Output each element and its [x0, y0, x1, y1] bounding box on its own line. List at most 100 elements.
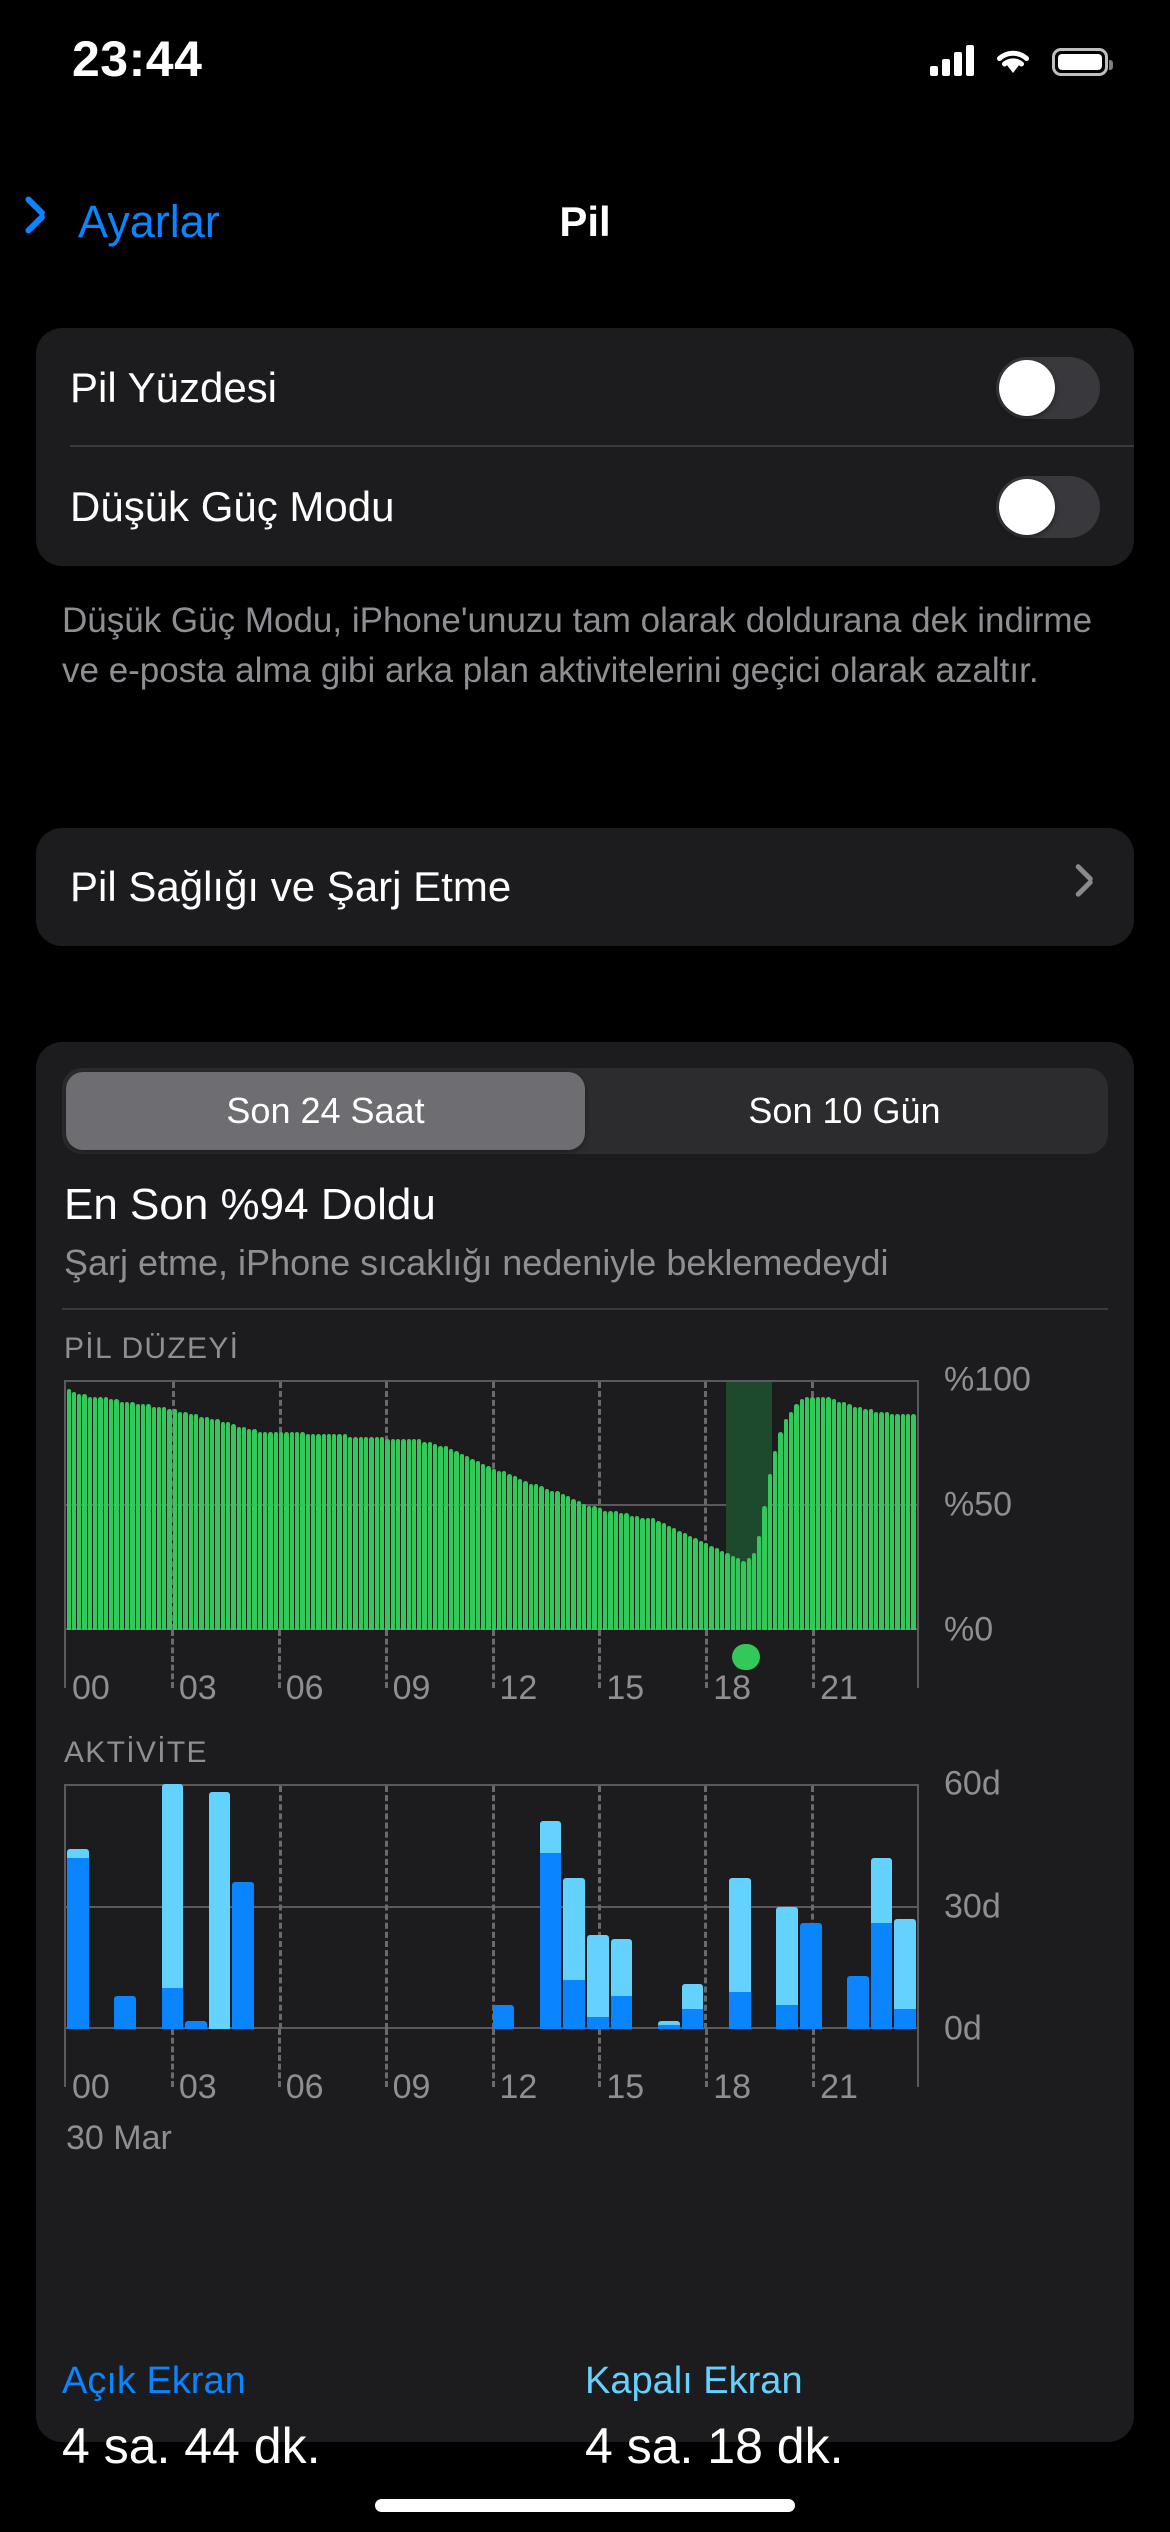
battery-level-bar [305, 1434, 310, 1630]
battery-level-bar [603, 1510, 608, 1630]
x-axis-tick-label: 00 [72, 1669, 110, 1707]
battery-percentage-toggle[interactable] [996, 356, 1100, 419]
battery-level-bar [438, 1446, 443, 1630]
battery-level-bar [422, 1441, 427, 1630]
axis-edge [917, 1630, 919, 1688]
battery-level-bar [688, 1535, 693, 1630]
time-range-segmented-control[interactable]: Son 24 Saat Son 10 Gün [62, 1068, 1108, 1154]
battery-icon [1052, 48, 1113, 76]
battery-level-bar [310, 1434, 316, 1630]
battery-level-bar [236, 1426, 241, 1630]
battery-level-bar [321, 1434, 326, 1630]
battery-level-bar [624, 1513, 629, 1630]
activity-bar-screen-on [610, 1996, 633, 2029]
activity-bar [114, 1996, 136, 2029]
activity-bar-screen-off [563, 1877, 586, 1980]
axis-edge [64, 1630, 66, 1688]
battery-level-bar [884, 1411, 889, 1630]
battery-level-bar [666, 1525, 672, 1630]
activity-bar-screen-on [658, 2024, 680, 2029]
navigation-bar: Ayarlar Pil [0, 176, 1170, 268]
battery-level-bar [714, 1548, 719, 1630]
battery-level-bar [725, 1553, 730, 1630]
gridline-vertical [385, 1786, 389, 2029]
battery-level-bar [672, 1528, 677, 1630]
segment-last-24-hours[interactable]: Son 24 Saat [66, 1072, 585, 1150]
battery-level-bar [427, 1441, 433, 1630]
activity-bar-screen-off [610, 1939, 633, 1997]
battery-level-bar [475, 1461, 480, 1630]
battery-level-bar [895, 1414, 900, 1630]
activity-bar-screen-on [870, 1922, 893, 2029]
x-axis-tick [598, 2029, 602, 2087]
battery-level-bar [199, 1416, 204, 1630]
battery-level-bar [778, 1431, 783, 1630]
battery-level-bar [119, 1401, 124, 1630]
home-indicator[interactable] [375, 2499, 795, 2512]
activity-bar-screen-on [799, 1922, 822, 2029]
activity-bar [894, 1918, 917, 2029]
battery-level-bar [82, 1394, 87, 1630]
activity-bar [232, 1882, 255, 2029]
status-bar: 23:44 [0, 0, 1170, 100]
gridline-vertical [704, 1382, 708, 1630]
battery-level-bar [284, 1431, 289, 1630]
battery-level-bar [289, 1431, 294, 1630]
y-axis-tick-label: %0 [944, 1610, 994, 1649]
battery-level-bar [581, 1503, 587, 1630]
battery-level-bar [704, 1543, 709, 1630]
low-power-mode-toggle[interactable] [996, 475, 1100, 538]
activity-bar [681, 1984, 704, 2029]
battery-level-bar [661, 1523, 666, 1630]
battery-level-bar [135, 1404, 140, 1630]
gridline-vertical [704, 1786, 708, 2029]
y-axis-tick-label: 30d [944, 1887, 1001, 1925]
row-battery-health[interactable]: Pil Sağlığı ve Şarj Etme [36, 828, 1134, 946]
axis-edge [917, 2029, 919, 2087]
x-axis-tick-label: 09 [392, 2068, 431, 2106]
battery-level-bar [677, 1530, 682, 1630]
battery-level-bar [162, 1406, 167, 1630]
battery-level-bar [502, 1471, 507, 1630]
battery-level-plot-area[interactable] [64, 1380, 919, 1630]
battery-level-bar [385, 1439, 390, 1630]
x-axis-tick [705, 1630, 709, 1688]
activity-bar-screen-on [492, 2004, 515, 2029]
battery-level-bar [353, 1436, 358, 1630]
activity-plot-area[interactable] [64, 1784, 919, 2029]
battery-level-bar [629, 1515, 634, 1630]
battery-level-bar [640, 1518, 645, 1630]
gridline-vertical [810, 1786, 814, 2029]
x-axis-tick [170, 2029, 174, 2087]
battery-level-bar [300, 1431, 305, 1630]
battery-level-bar [767, 1473, 773, 1630]
battery-level-bar [87, 1396, 93, 1630]
battery-level-bar [634, 1515, 640, 1630]
activity-x-axis: 00 03 06 09 12 15 18 21 [64, 2029, 919, 2113]
battery-level-bar [799, 1399, 804, 1630]
battery-level-bar [316, 1434, 321, 1630]
battery-level-bar [220, 1421, 225, 1630]
x-axis-tick-label: 06 [285, 1669, 324, 1707]
activity-bar [658, 2020, 680, 2029]
section-separator [62, 1308, 1108, 1310]
back-button[interactable]: Ayarlar [42, 176, 220, 268]
x-axis-tick [384, 1630, 388, 1688]
activity-bar-screen-off [681, 1984, 704, 2009]
battery-level-bar [151, 1406, 156, 1630]
activity-chart: AKTİVİTE 0d 30d 60d 00 03 06 09 12 15 18 21 30 Ma… [36, 1736, 1134, 2158]
segment-last-10-days[interactable]: Son 10 Gün [748, 1090, 941, 1131]
battery-level-bar [459, 1453, 464, 1630]
activity-bar-screen-off [894, 1918, 917, 2009]
battery-health-group: Pil Sağlığı ve Şarj Etme [36, 828, 1134, 946]
battery-level-bar [804, 1396, 810, 1630]
row-battery-percentage[interactable]: Pil Yüzdesi [36, 328, 1134, 447]
battery-level-bar [735, 1558, 741, 1630]
battery-usage-card: Son 24 Saat Son 10 Gün En Son %94 Doldu … [36, 1042, 1134, 2442]
battery-level-bar [130, 1401, 135, 1630]
battery-level-bar [204, 1416, 209, 1630]
row-low-power-mode[interactable]: Düşük Güç Modu [36, 447, 1134, 566]
x-axis-tick [384, 2029, 388, 2087]
row-battery-percentage-label: Pil Yüzdesi [70, 363, 278, 411]
